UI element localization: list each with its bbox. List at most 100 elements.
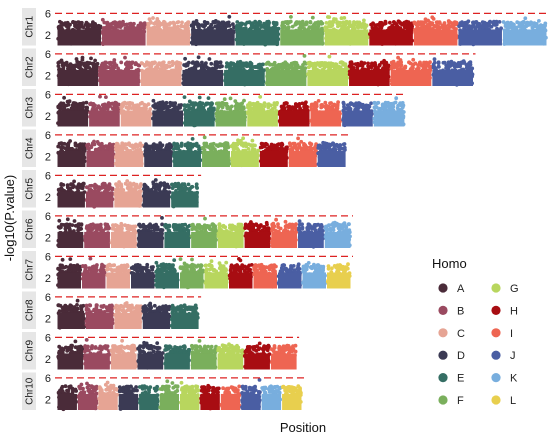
segment-band-E [184, 110, 215, 127]
data-point-C [151, 16, 155, 20]
data-point-C [164, 65, 169, 70]
data-point-F [218, 104, 223, 108]
data-point-E [197, 95, 202, 100]
data-point-A [74, 25, 79, 30]
data-point-C [131, 103, 136, 108]
data-point-G [270, 107, 275, 111]
data-point-A [73, 143, 78, 148]
data-point-A [80, 58, 85, 62]
data-point-D [200, 62, 204, 67]
data-point-B [97, 147, 102, 152]
data-point-F [240, 101, 245, 106]
data-point-J [341, 100, 346, 105]
data-point-H [347, 64, 352, 68]
panel-label: Chr2 [25, 56, 36, 78]
data-point-B [89, 101, 93, 106]
data-point-I [399, 63, 404, 67]
data-point-A [79, 20, 84, 25]
data-point-C [150, 62, 155, 66]
data-point-G [235, 147, 239, 151]
segment-band-I [390, 69, 432, 86]
data-point-B [127, 63, 132, 68]
data-point-J [359, 102, 363, 107]
data-point-A [89, 56, 93, 61]
data-point-K [532, 23, 536, 28]
data-point-F [310, 15, 315, 20]
data-point-K [372, 101, 377, 105]
data-point-J [441, 60, 446, 65]
data-point-B [128, 21, 133, 26]
data-point-E [198, 100, 203, 105]
data-point-B [98, 94, 102, 99]
data-point-C [157, 62, 161, 67]
data-point-F [264, 62, 269, 66]
data-point-H [369, 22, 373, 27]
data-point-B [108, 26, 113, 31]
segment-band-D [144, 150, 173, 167]
data-point-A [74, 57, 79, 61]
segment-band-H [259, 150, 288, 167]
data-point-D [207, 57, 212, 61]
data-point-K [505, 20, 510, 25]
data-point-D [214, 60, 219, 65]
segment-band-E [235, 29, 280, 46]
data-point-A [90, 61, 95, 66]
data-point-D [148, 145, 153, 150]
data-point-I [395, 63, 400, 68]
data-point-E [258, 64, 263, 69]
data-point-G [258, 95, 263, 99]
data-point-C [127, 101, 131, 106]
data-point-C [129, 144, 134, 149]
data-point-G [251, 101, 256, 106]
data-point-J [348, 107, 353, 111]
data-point-A [65, 20, 70, 25]
segment-band-A [57, 150, 86, 167]
data-point-E [244, 61, 249, 66]
data-point-F [286, 63, 290, 68]
data-point-I [403, 64, 408, 69]
data-point-A [67, 99, 72, 104]
panel-strip [22, 48, 36, 86]
data-point-D [190, 23, 195, 28]
data-point-B [108, 60, 113, 65]
data-point-C [157, 23, 162, 27]
data-point-F [204, 141, 209, 146]
data-point-I [442, 21, 447, 25]
data-point-H [289, 106, 294, 111]
data-point-B [126, 66, 131, 71]
data-point-D [170, 103, 175, 107]
data-point-A [62, 95, 66, 100]
data-point-H [366, 66, 371, 71]
data-point-F [233, 99, 238, 103]
segment-band-J [432, 69, 473, 86]
data-point-K [507, 23, 511, 28]
data-point-J [337, 146, 342, 151]
data-point-C [136, 104, 141, 108]
data-point-D [191, 60, 195, 65]
data-point-A [60, 61, 65, 66]
data-point-A [70, 106, 74, 111]
data-point-C [176, 60, 181, 65]
data-point-H [402, 22, 407, 27]
data-point-F [225, 104, 230, 109]
data-point-H [282, 106, 287, 111]
data-point-E [187, 99, 192, 104]
data-point-B [109, 66, 114, 71]
data-point-B [114, 101, 119, 105]
data-point-I [424, 63, 429, 67]
data-point-F [316, 20, 321, 25]
data-point-H [388, 20, 392, 25]
data-point-B [104, 144, 108, 149]
data-point-D [227, 14, 232, 19]
segment-band-A [57, 69, 99, 86]
data-point-I [431, 17, 436, 21]
data-point-G [333, 62, 338, 67]
data-point-I [438, 21, 442, 25]
y-tick-label: 6 [45, 89, 51, 101]
data-point-D [203, 23, 208, 28]
data-point-H [366, 61, 370, 66]
data-point-C [170, 63, 175, 67]
data-point-I [412, 21, 417, 26]
data-point-I [442, 24, 447, 29]
